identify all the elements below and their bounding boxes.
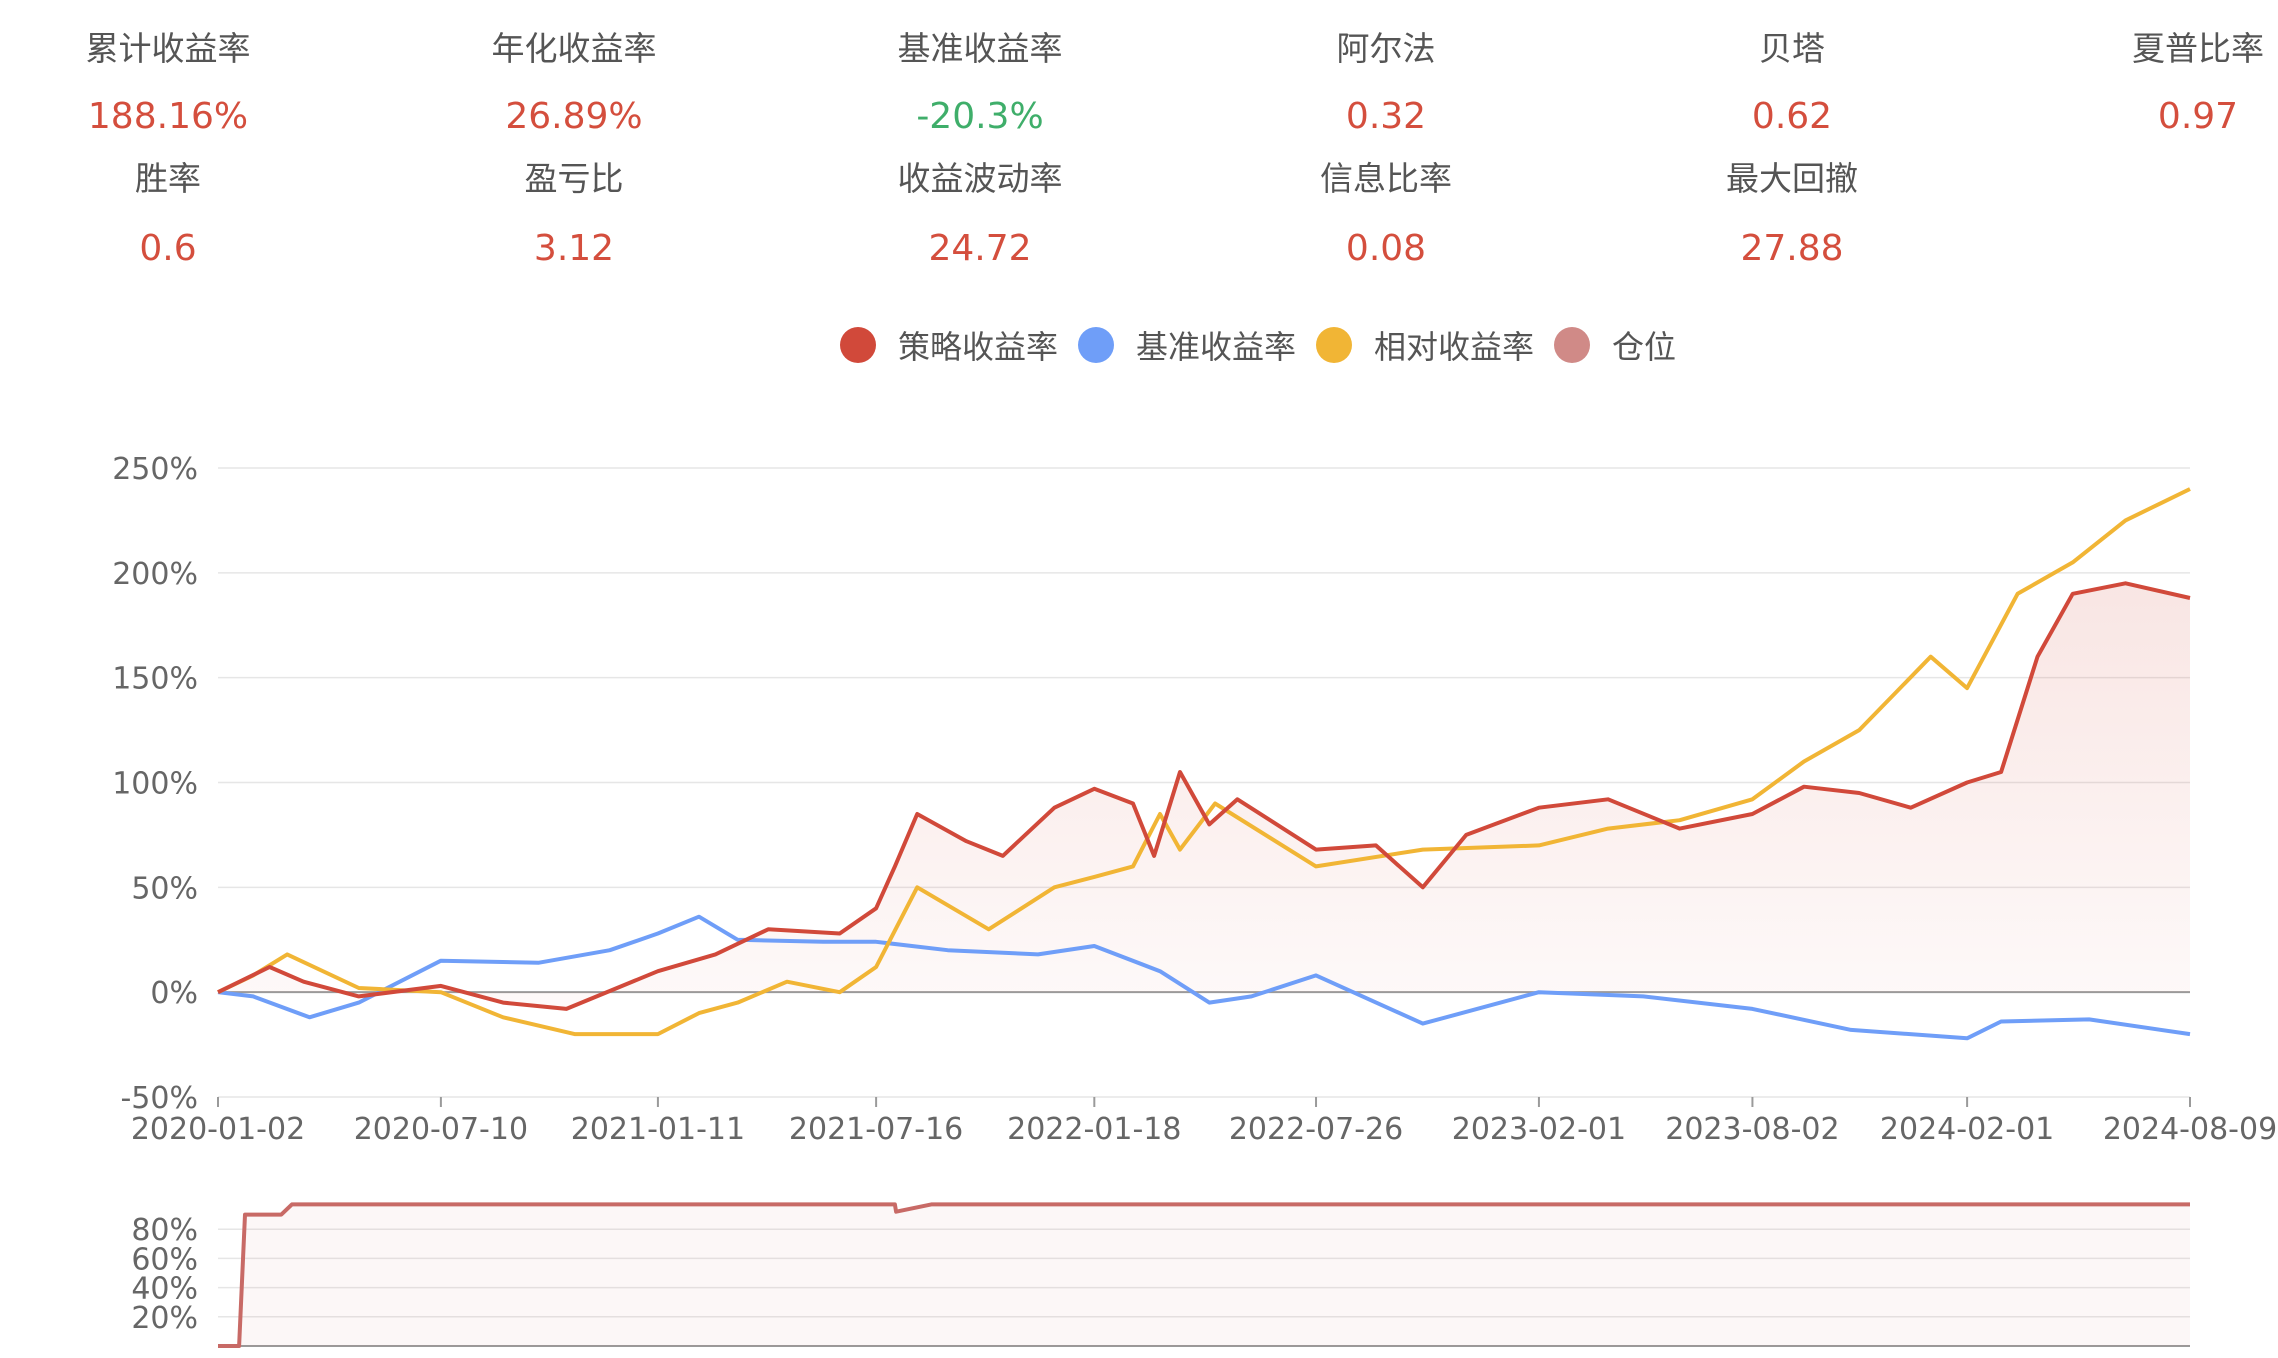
x-tick-label: 2021-01-11 bbox=[571, 1112, 745, 1147]
stat-value: 26.89% bbox=[505, 96, 643, 137]
x-tick-label: 2023-08-02 bbox=[1665, 1112, 1839, 1147]
legend-dot-icon bbox=[1078, 327, 1114, 363]
position-y-tick-label: 80% bbox=[131, 1213, 198, 1248]
legend-dot-icon bbox=[840, 327, 876, 363]
chart-legend: 策略收益率 基准收益率 相对收益率 仓位 bbox=[0, 320, 2278, 370]
x-tick-label: 2020-07-10 bbox=[354, 1112, 528, 1147]
series-line-1 bbox=[217, 914, 2191, 1041]
position-line bbox=[218, 1202, 2190, 1348]
legend-label: 相对收益率 bbox=[1374, 328, 1535, 366]
legend-item[interactable]: 基准收益率 bbox=[1078, 320, 1296, 370]
stat-value: 0.62 bbox=[1751, 96, 1833, 137]
stat-value: 24.72 bbox=[928, 228, 1032, 269]
stat-label: 信息比率 bbox=[1320, 159, 1452, 198]
y-tick-label: 150% bbox=[112, 662, 198, 697]
stats-panel: 累计收益率 188.16% 年化收益率 26.89% 基准收益率 -20.3% 阿尔法 0.3… bbox=[0, 0, 2278, 300]
x-tick-label: 2022-07-26 bbox=[1229, 1112, 1403, 1147]
stat-label: 盈亏比 bbox=[524, 159, 624, 198]
legend-label: 基准收益率 bbox=[1136, 328, 1297, 366]
stat-label: 夏普比率 bbox=[2132, 29, 2264, 68]
series-line-0 bbox=[217, 581, 2191, 1011]
stat-label: 胜率 bbox=[135, 159, 201, 198]
series-line-2 bbox=[217, 487, 2191, 1037]
position-y-tick-label: 60% bbox=[131, 1242, 198, 1277]
stat-label: 阿尔法 bbox=[1336, 29, 1436, 68]
x-tick-label: 2023-02-01 bbox=[1452, 1112, 1626, 1147]
stat-value: 0.08 bbox=[1345, 228, 1427, 269]
stat-label: 最大回撤 bbox=[1726, 159, 1858, 198]
position-y-axis: 80%60%40%20% bbox=[131, 1213, 198, 1336]
y-tick-label: 100% bbox=[112, 767, 198, 802]
stat-label: 累计收益率 bbox=[85, 29, 251, 68]
x-tick-label: 2021-07-16 bbox=[789, 1112, 963, 1147]
legend-item[interactable]: 仓位 bbox=[1554, 320, 1676, 370]
y-tick-label: 200% bbox=[112, 557, 198, 592]
strategy-area-fill bbox=[218, 583, 2190, 1009]
stat-label: 贝塔 bbox=[1759, 29, 1825, 68]
position-series bbox=[218, 1202, 2190, 1348]
stat-label: 年化收益率 bbox=[491, 29, 657, 68]
stat-value: -20.3% bbox=[916, 96, 1044, 137]
x-tick-label: 2022-01-18 bbox=[1007, 1112, 1181, 1147]
x-tick-label: 2020-01-02 bbox=[131, 1112, 305, 1147]
position-y-tick-label: 20% bbox=[131, 1301, 198, 1336]
position-area-fill bbox=[218, 1204, 2190, 1346]
stat-label: 基准收益率 bbox=[897, 29, 1063, 68]
legend-label: 仓位 bbox=[1612, 328, 1677, 366]
x-axis: 2020-01-02 2020-07-10 2021-01-11 2021-07-16… bbox=[131, 1097, 2277, 1147]
stat-value: 0.32 bbox=[1345, 96, 1427, 137]
legend-dot-icon bbox=[1316, 327, 1352, 363]
strategy-area bbox=[218, 583, 2190, 1009]
legend-dot-icon bbox=[1554, 327, 1590, 363]
stat-value: 0.6 bbox=[139, 228, 197, 269]
stat-value: 27.88 bbox=[1740, 228, 1844, 269]
y-tick-label: 0% bbox=[150, 976, 198, 1011]
stat-value: 3.12 bbox=[533, 228, 615, 269]
x-tick-label: 2024-08-09 bbox=[2103, 1112, 2277, 1147]
legend-item[interactable]: 相对收益率 bbox=[1316, 320, 1534, 370]
y-tick-label: 250% bbox=[112, 452, 198, 487]
stat-value: 188.16% bbox=[87, 96, 249, 137]
stat-label: 收益波动率 bbox=[897, 159, 1063, 198]
stat-value: 0.97 bbox=[2157, 96, 2239, 137]
legend-label: 策略收益率 bbox=[898, 328, 1059, 366]
y-tick-label: 50% bbox=[131, 871, 198, 906]
x-tick-label: 2024-02-01 bbox=[1880, 1112, 2054, 1147]
y-tick-label: -50% bbox=[120, 1081, 198, 1116]
legend-item[interactable]: 策略收益率 bbox=[840, 320, 1058, 370]
y-axis: 250% 200% 150% 100% 50% 0% -50% bbox=[112, 452, 198, 1116]
position-grid bbox=[218, 1228, 2190, 1347]
position-y-tick-label: 40% bbox=[131, 1272, 198, 1307]
series-lines bbox=[217, 487, 2191, 1041]
